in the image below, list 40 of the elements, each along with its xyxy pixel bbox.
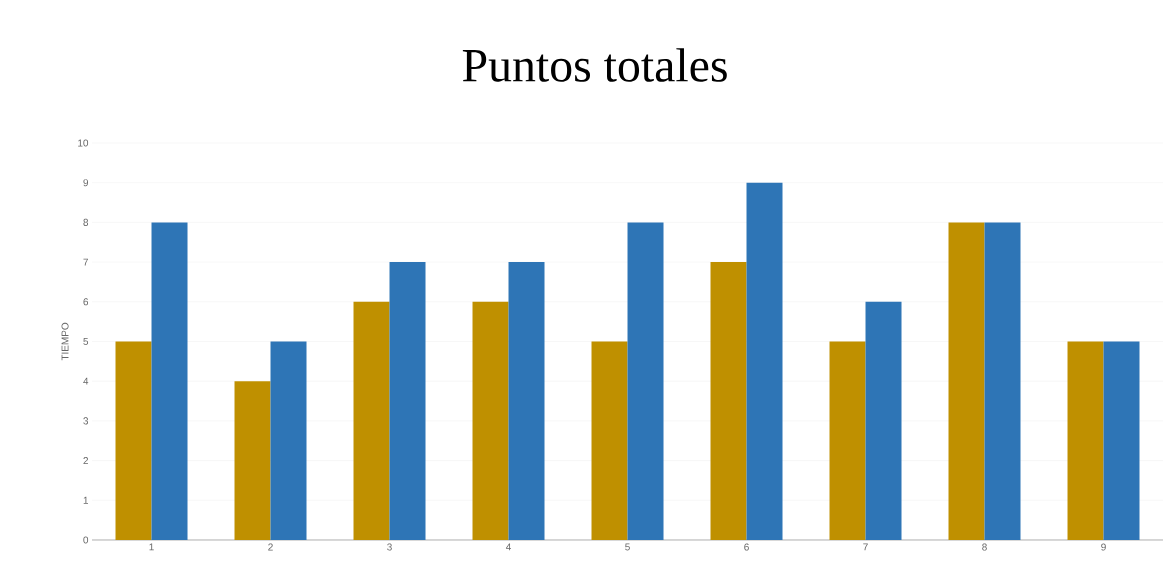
bar bbox=[270, 341, 307, 540]
y-tick-label: 0 bbox=[83, 536, 89, 544]
y-tick-label: 9 bbox=[83, 179, 89, 187]
y-tick-label: 10 bbox=[78, 139, 89, 147]
x-tick-label: 5 bbox=[625, 543, 630, 551]
x-tick-label: 9 bbox=[1101, 543, 1106, 551]
bar bbox=[234, 381, 271, 540]
bar bbox=[627, 222, 664, 540]
bar bbox=[829, 341, 866, 540]
bar bbox=[984, 222, 1021, 540]
bar bbox=[353, 301, 390, 540]
bar bbox=[151, 222, 188, 540]
x-tick-label: 7 bbox=[863, 543, 868, 551]
x-tick-label: 4 bbox=[505, 543, 511, 551]
y-axis-title: TIEMPO bbox=[61, 322, 69, 361]
bar bbox=[389, 262, 426, 540]
bar bbox=[115, 341, 152, 540]
x-tick-label: 6 bbox=[744, 543, 749, 551]
y-tick-label: 8 bbox=[83, 218, 89, 226]
y-tick-label: 4 bbox=[83, 377, 89, 385]
bar bbox=[1067, 341, 1104, 540]
x-tick-label: 3 bbox=[387, 543, 392, 551]
x-tick-label: 2 bbox=[268, 543, 273, 551]
bar bbox=[948, 222, 985, 540]
x-tick-label: 1 bbox=[149, 543, 154, 551]
y-tick-label: 7 bbox=[83, 258, 88, 266]
bar bbox=[1103, 341, 1140, 540]
bar bbox=[865, 301, 902, 540]
y-tick-label: 5 bbox=[83, 338, 89, 345]
bar bbox=[746, 182, 783, 540]
bar bbox=[591, 341, 628, 540]
y-tick-label: 3 bbox=[83, 417, 89, 425]
y-tick-label: 6 bbox=[83, 298, 89, 306]
y-tick-label: 1 bbox=[83, 496, 89, 504]
y-tick-label: 2 bbox=[83, 457, 88, 465]
bar bbox=[472, 301, 509, 540]
x-tick-label: 8 bbox=[982, 543, 987, 551]
bar bbox=[508, 262, 545, 540]
chart-title: Puntos totales bbox=[462, 48, 727, 82]
bar bbox=[710, 262, 747, 540]
